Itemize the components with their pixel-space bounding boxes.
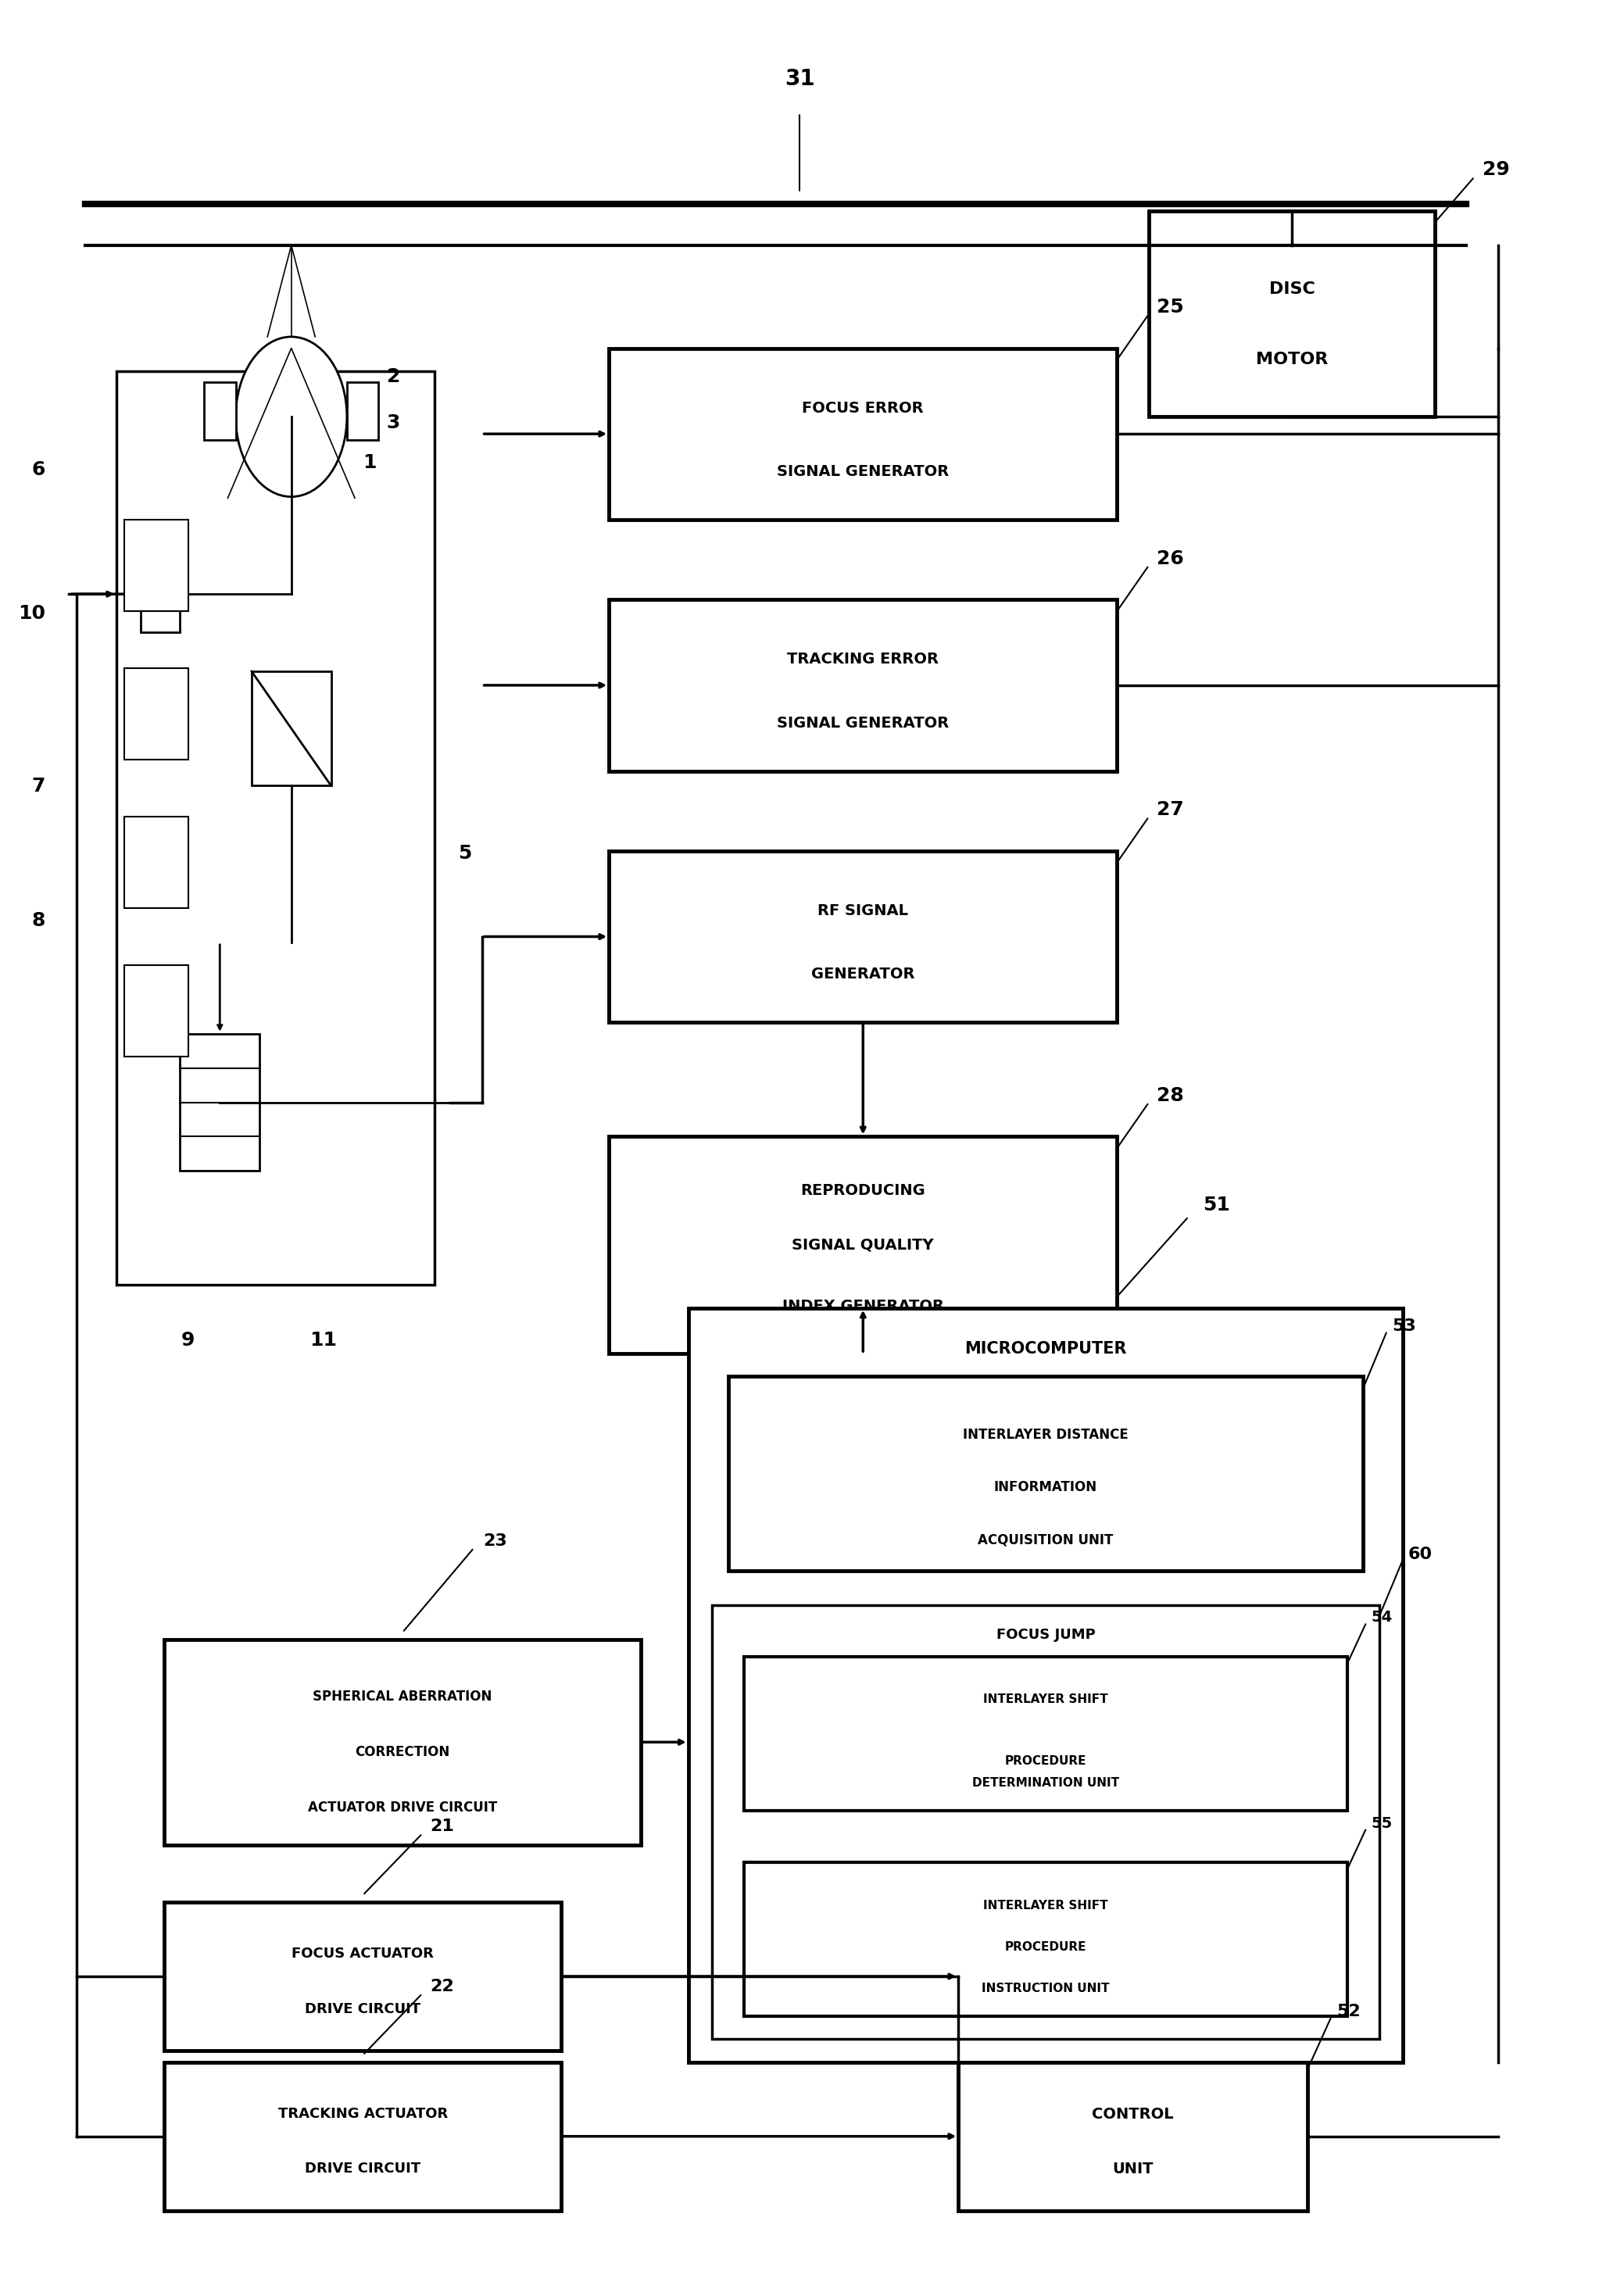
Bar <box>125 817 189 907</box>
Text: 53: 53 <box>1391 1318 1415 1334</box>
Bar <box>251 670 331 785</box>
Text: 7: 7 <box>32 776 45 794</box>
Text: SIGNAL QUALITY: SIGNAL QUALITY <box>792 1238 934 1254</box>
FancyBboxPatch shape <box>165 1639 641 1846</box>
Circle shape <box>235 338 347 496</box>
Text: DISC: DISC <box>1270 282 1314 296</box>
Text: 26: 26 <box>1156 549 1183 567</box>
Bar <box>125 519 189 611</box>
Text: TRACKING ACTUATOR: TRACKING ACTUATOR <box>278 2108 448 2122</box>
Text: DETERMINATION UNIT: DETERMINATION UNIT <box>972 1777 1119 1789</box>
Bar <box>125 668 189 760</box>
Text: 55: 55 <box>1372 1816 1393 1830</box>
Text: FOCUS ERROR: FOCUS ERROR <box>803 402 924 416</box>
Text: INTERLAYER SHIFT: INTERLAYER SHIFT <box>983 1899 1108 1910</box>
Text: INFORMATION: INFORMATION <box>995 1481 1097 1495</box>
Bar <box>347 383 379 439</box>
FancyBboxPatch shape <box>181 1033 259 1171</box>
Text: ACTUATOR DRIVE CIRCUIT: ACTUATOR DRIVE CIRCUIT <box>307 1800 497 1814</box>
Text: REPRODUCING: REPRODUCING <box>801 1182 926 1199</box>
FancyBboxPatch shape <box>712 1605 1380 2039</box>
Bar <box>141 542 181 631</box>
FancyBboxPatch shape <box>744 1862 1348 2016</box>
FancyBboxPatch shape <box>609 599 1118 771</box>
Text: ACQUISITION UNIT: ACQUISITION UNIT <box>979 1534 1113 1548</box>
Text: 23: 23 <box>483 1534 507 1550</box>
Text: 11: 11 <box>309 1332 337 1350</box>
Text: UNIT: UNIT <box>1113 2161 1153 2177</box>
Text: 27: 27 <box>1156 801 1183 820</box>
Text: 29: 29 <box>1482 161 1509 179</box>
Text: FOCUS ACTUATOR: FOCUS ACTUATOR <box>291 1947 433 1961</box>
Text: 25: 25 <box>1156 298 1183 317</box>
Text: SIGNAL GENERATOR: SIGNAL GENERATOR <box>777 716 950 730</box>
Text: INSTRUCTION UNIT: INSTRUCTION UNIT <box>982 1984 1110 1995</box>
FancyBboxPatch shape <box>688 1309 1402 2062</box>
Text: CONTROL UNIT: CONTROL UNIT <box>987 1667 1105 1681</box>
Text: 3: 3 <box>387 413 400 432</box>
Text: FOCUS JUMP: FOCUS JUMP <box>996 1628 1095 1642</box>
Text: DRIVE CIRCUIT: DRIVE CIRCUIT <box>305 2163 421 2177</box>
Text: SIGNAL GENERATOR: SIGNAL GENERATOR <box>777 464 950 480</box>
Text: PROCEDURE: PROCEDURE <box>1004 1940 1086 1954</box>
Text: INDEX GENERATOR: INDEX GENERATOR <box>782 1300 943 1313</box>
Text: 2: 2 <box>387 367 400 386</box>
FancyBboxPatch shape <box>165 2062 561 2211</box>
Text: MICROCOMPUTER: MICROCOMPUTER <box>964 1341 1127 1357</box>
Text: 8: 8 <box>32 912 45 930</box>
FancyBboxPatch shape <box>609 349 1118 519</box>
FancyBboxPatch shape <box>609 852 1118 1022</box>
Text: 31: 31 <box>785 69 814 90</box>
Text: 5: 5 <box>457 845 472 863</box>
Text: 52: 52 <box>1337 2004 1361 2020</box>
Text: 10: 10 <box>18 604 45 622</box>
Text: CONTROL: CONTROL <box>1092 2108 1174 2122</box>
Text: 22: 22 <box>430 1979 454 1995</box>
FancyBboxPatch shape <box>958 2062 1308 2211</box>
FancyBboxPatch shape <box>744 1655 1348 1812</box>
Text: INTERLAYER DISTANCE: INTERLAYER DISTANCE <box>963 1428 1129 1442</box>
Text: TRACKING ERROR: TRACKING ERROR <box>787 652 939 666</box>
Text: 1: 1 <box>363 452 376 473</box>
Text: RF SIGNAL: RF SIGNAL <box>817 905 908 918</box>
FancyBboxPatch shape <box>609 1137 1118 1355</box>
Text: INTERLAYER SHIFT: INTERLAYER SHIFT <box>983 1694 1108 1706</box>
Text: DRIVE CIRCUIT: DRIVE CIRCUIT <box>305 2002 421 2016</box>
Text: 6: 6 <box>32 459 45 478</box>
Text: 21: 21 <box>430 1818 454 1835</box>
Text: CORRECTION: CORRECTION <box>355 1745 449 1759</box>
FancyBboxPatch shape <box>728 1378 1364 1570</box>
FancyBboxPatch shape <box>165 1901 561 2050</box>
Bar <box>205 383 235 439</box>
Text: PROCEDURE: PROCEDURE <box>1004 1756 1086 1768</box>
Text: GENERATOR: GENERATOR <box>811 967 915 983</box>
FancyBboxPatch shape <box>117 372 435 1286</box>
Text: SPHERICAL ABERRATION: SPHERICAL ABERRATION <box>313 1690 492 1704</box>
FancyBboxPatch shape <box>1150 211 1434 418</box>
Text: 60: 60 <box>1407 1548 1433 1564</box>
Bar <box>125 964 189 1056</box>
Text: MOTOR: MOTOR <box>1255 351 1327 367</box>
Text: 28: 28 <box>1156 1086 1183 1104</box>
Text: 54: 54 <box>1372 1609 1393 1626</box>
Text: 51: 51 <box>1202 1196 1230 1215</box>
Text: 9: 9 <box>181 1332 195 1350</box>
